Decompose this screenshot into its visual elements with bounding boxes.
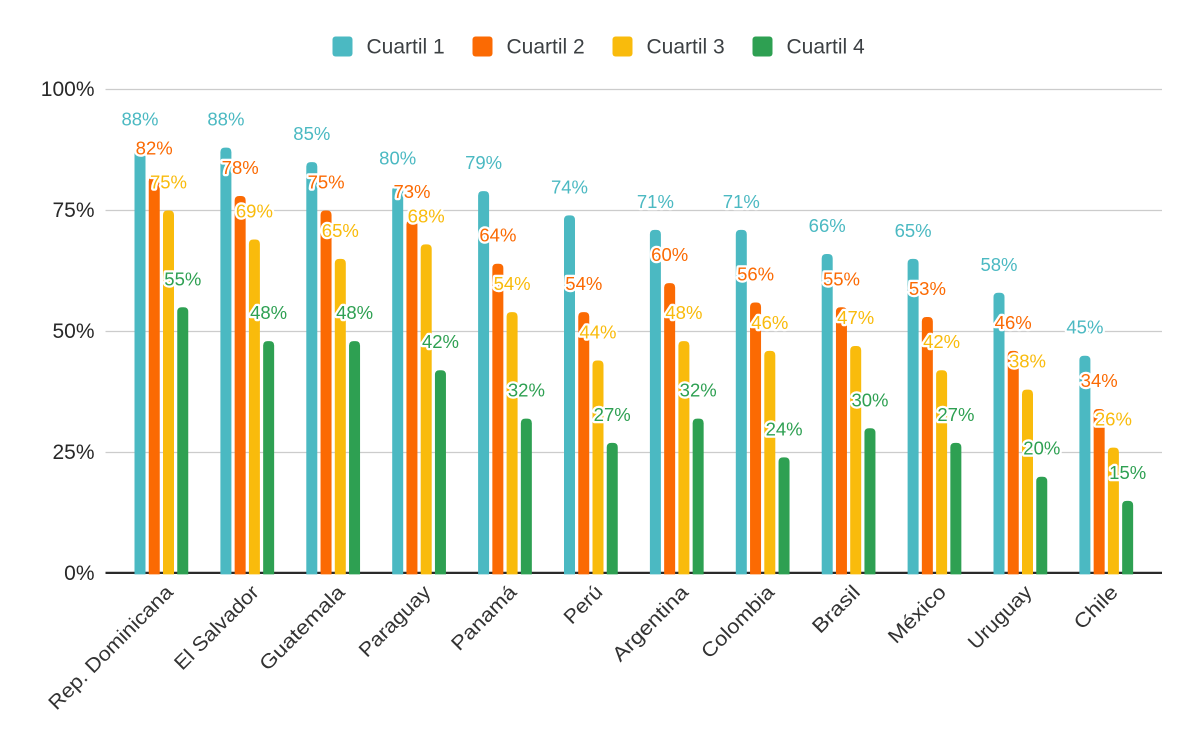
svg-text:69%: 69% (236, 201, 273, 222)
svg-text:46%: 46% (751, 312, 788, 333)
svg-text:32%: 32% (508, 380, 545, 401)
svg-text:Cuartil 4: Cuartil 4 (787, 36, 866, 59)
svg-text:46%: 46% (995, 312, 1032, 333)
svg-text:47%: 47% (837, 307, 874, 328)
svg-text:79%: 79% (465, 152, 502, 173)
svg-text:100%: 100% (41, 78, 95, 101)
svg-text:Cuartil 3: Cuartil 3 (647, 36, 725, 59)
svg-text:58%: 58% (980, 254, 1017, 275)
svg-text:45%: 45% (1066, 317, 1103, 338)
svg-text:42%: 42% (422, 331, 459, 352)
svg-text:75%: 75% (150, 172, 187, 193)
svg-text:20%: 20% (1023, 438, 1060, 459)
svg-text:27%: 27% (594, 404, 631, 425)
svg-text:78%: 78% (222, 157, 259, 178)
svg-text:48%: 48% (336, 302, 373, 323)
svg-text:44%: 44% (579, 322, 616, 343)
svg-text:71%: 71% (723, 191, 760, 212)
svg-text:32%: 32% (680, 380, 717, 401)
svg-text:82%: 82% (136, 138, 173, 159)
svg-text:74%: 74% (551, 176, 588, 197)
svg-text:15%: 15% (1109, 462, 1146, 483)
svg-text:80%: 80% (379, 147, 416, 168)
svg-text:0%: 0% (64, 562, 94, 585)
svg-text:68%: 68% (408, 205, 445, 226)
svg-text:34%: 34% (1081, 370, 1118, 391)
svg-text:88%: 88% (207, 109, 244, 130)
svg-text:65%: 65% (322, 220, 359, 241)
svg-text:Cuartil 2: Cuartil 2 (507, 36, 585, 59)
svg-text:73%: 73% (393, 181, 430, 202)
svg-text:75%: 75% (52, 199, 94, 222)
svg-text:54%: 54% (494, 273, 531, 294)
svg-text:55%: 55% (164, 268, 201, 289)
svg-text:88%: 88% (121, 109, 158, 130)
svg-text:50%: 50% (52, 320, 94, 343)
svg-text:26%: 26% (1095, 409, 1132, 430)
svg-text:25%: 25% (52, 441, 94, 464)
svg-text:71%: 71% (637, 191, 674, 212)
svg-text:60%: 60% (651, 244, 688, 265)
svg-text:27%: 27% (937, 404, 974, 425)
svg-text:30%: 30% (851, 389, 888, 410)
svg-text:56%: 56% (737, 264, 774, 285)
svg-text:55%: 55% (823, 268, 860, 289)
svg-text:53%: 53% (909, 278, 946, 299)
svg-text:54%: 54% (565, 273, 602, 294)
svg-text:66%: 66% (809, 215, 846, 236)
svg-text:75%: 75% (308, 172, 345, 193)
svg-text:42%: 42% (923, 331, 960, 352)
svg-text:Cuartil 1: Cuartil 1 (367, 36, 445, 59)
svg-text:65%: 65% (895, 220, 932, 241)
svg-text:24%: 24% (766, 418, 803, 439)
svg-text:38%: 38% (1009, 351, 1046, 372)
svg-text:48%: 48% (250, 302, 287, 323)
svg-text:85%: 85% (293, 123, 330, 144)
svg-text:48%: 48% (665, 302, 702, 323)
svg-text:64%: 64% (479, 225, 516, 246)
